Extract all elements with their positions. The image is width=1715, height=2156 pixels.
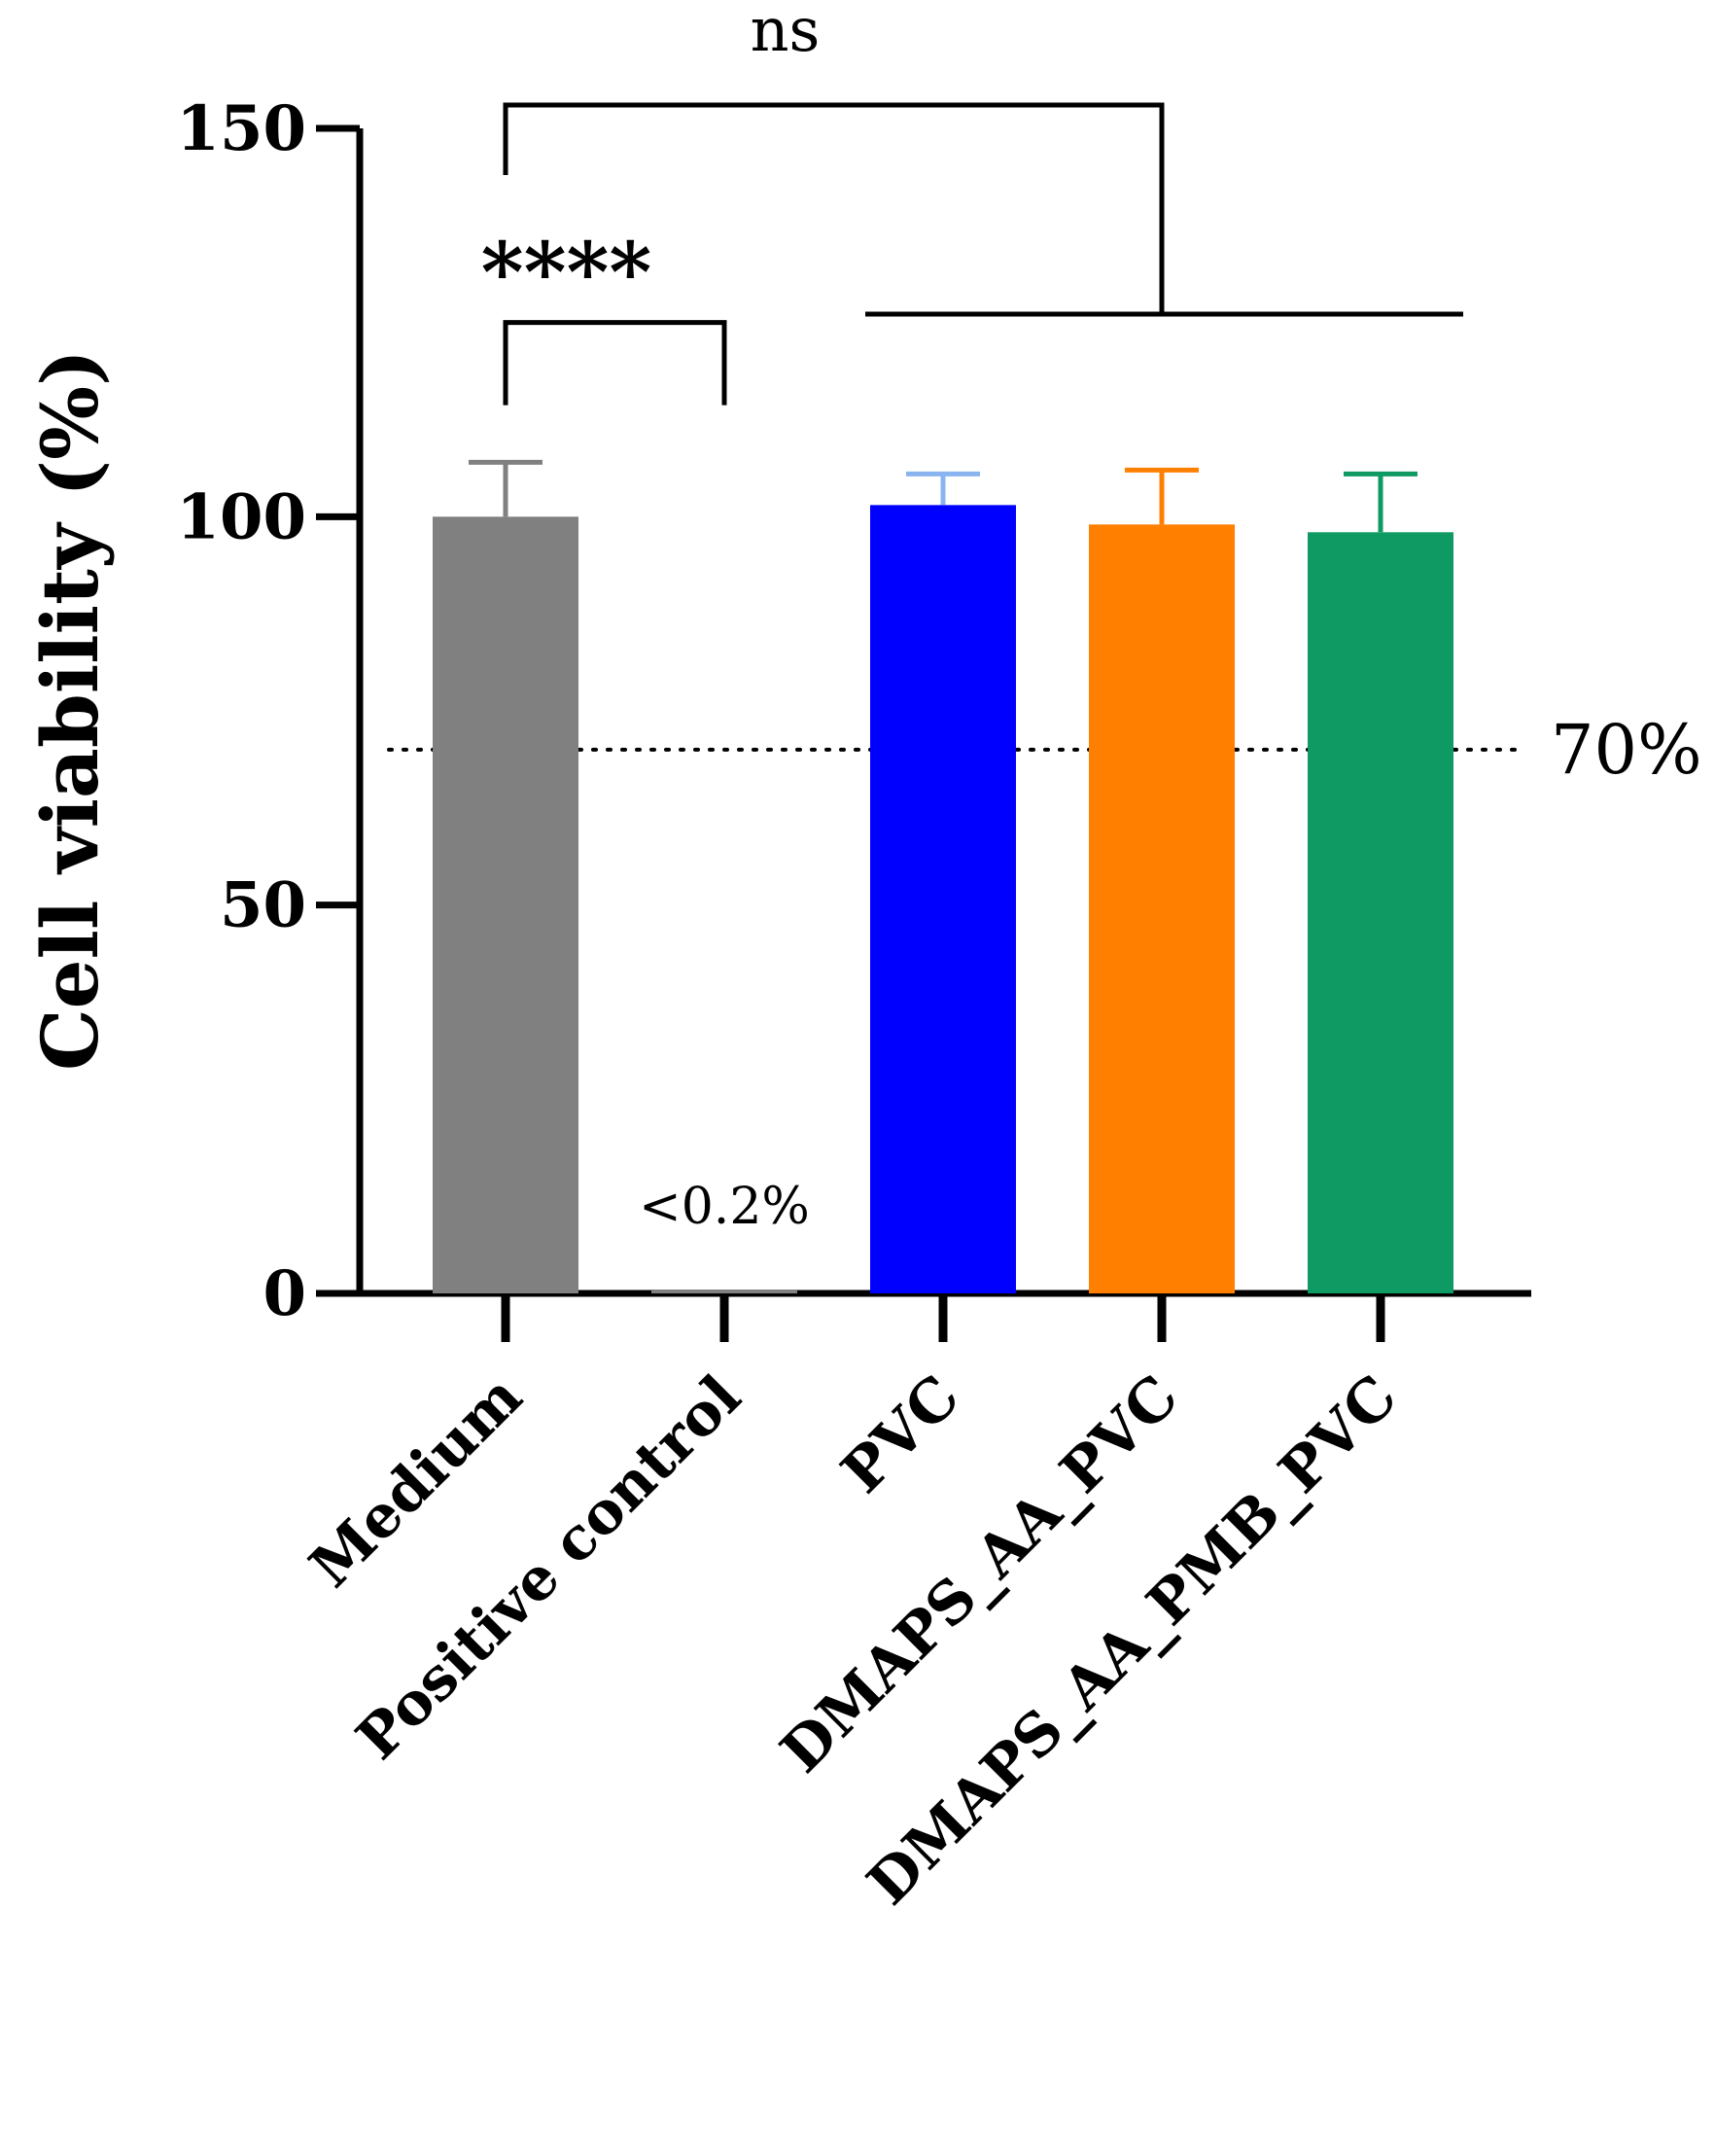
- x-tick-label: DMAPS_AA_PVC: [768, 1362, 1192, 1786]
- bar-pvc: [870, 505, 1016, 1293]
- ns-label: ns: [751, 0, 821, 65]
- plot-area: 0 50 100 150 Cell viability (%) 70% MediumPosi…: [24, 0, 1702, 1919]
- significance-bracket: [503, 320, 727, 406]
- y-tick-label: 150: [176, 92, 306, 165]
- y-axis-title: Cell viability (%): [24, 349, 116, 1071]
- x-tick-label: Medium: [298, 1362, 536, 1601]
- bar-dmaps-aa-pmb-pvc: [1308, 532, 1453, 1293]
- bar-medium: [433, 516, 578, 1293]
- bar-dmaps-aa-pvc: [1089, 524, 1235, 1293]
- bar-annotation: <0.2%: [639, 1178, 810, 1236]
- ns-bracket: [503, 102, 1165, 314]
- x-tick-label: PVC: [829, 1362, 973, 1506]
- y-tick-label: 100: [176, 480, 306, 553]
- bar-positive-control: [651, 1290, 797, 1293]
- threshold-label: 70%: [1551, 710, 1702, 790]
- x-tick-label: Positive control: [344, 1362, 754, 1773]
- y-tick-label: 50: [220, 869, 306, 942]
- y-tick-label: 0: [262, 1257, 306, 1330]
- significance-label: ****: [481, 225, 652, 321]
